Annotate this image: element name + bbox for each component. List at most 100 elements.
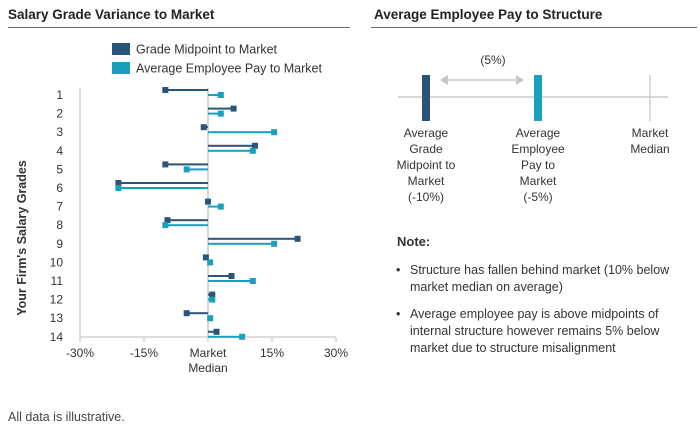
bar-end-marker-grade-3-midpoint — [200, 124, 207, 131]
bullet-icon: • — [396, 263, 401, 277]
structure-marker-label-line: Average — [516, 126, 561, 140]
x-tick-label: Market — [190, 346, 227, 360]
gap-arrow — [440, 75, 524, 85]
bar-grade-8-midpoint — [167, 219, 208, 222]
bar-grade-7-avg-pay — [208, 205, 221, 208]
y-tick-label-4: 4 — [56, 144, 63, 158]
bar-end-marker-grade-10-avg-pay — [207, 259, 214, 266]
left-title-rule — [8, 27, 350, 28]
bar-end-marker-grade-12-avg-pay — [209, 296, 216, 303]
structure-marker-label-line: Market — [408, 174, 445, 188]
structure-marker-label-line: (-5%) — [523, 190, 552, 204]
bar-end-marker-grade-5-avg-pay — [183, 166, 190, 173]
left-panel-title: Salary Grade Variance to Market — [8, 7, 215, 22]
bar-end-marker-grade-12-midpoint — [209, 291, 216, 298]
bar-end-marker-grade-7-avg-pay — [217, 203, 224, 210]
footnote: All data is illustrative. — [8, 410, 125, 424]
y-tick-label-1: 1 — [56, 88, 63, 102]
bar-end-marker-grade-8-midpoint — [164, 217, 171, 224]
x-tick-label: 30% — [324, 346, 348, 360]
bar-end-marker-grade-9-midpoint — [294, 235, 301, 242]
chart-legend: Grade Midpoint to Market Average Employee… — [112, 43, 323, 76]
bar-end-marker-grade-10-midpoint — [202, 254, 209, 261]
note-title: Note: — [397, 234, 431, 249]
y-tick-label-5: 5 — [56, 162, 63, 176]
note-text: Structure has fallen behind market (10% … — [410, 263, 670, 294]
bar-end-marker-grade-5-midpoint — [162, 161, 169, 168]
gap-arrow-right-head — [516, 75, 524, 85]
structure-marker-label-line: Pay to — [521, 158, 555, 172]
bar-end-marker-grade-7-midpoint — [205, 198, 211, 205]
diagram-markers: Average Grade Midpoint to Market (-10%) Avera… — [397, 75, 670, 204]
legend-label-2: Average Employee Pay to Market — [136, 62, 323, 76]
bar-grade-5-midpoint — [165, 163, 208, 166]
bar-grade-2-midpoint — [208, 107, 234, 110]
bar-end-marker-grade-2-midpoint — [230, 105, 237, 112]
structure-marker-label-line: Average — [404, 126, 449, 140]
note-text: Average employee pay is above midpoints … — [410, 307, 660, 355]
structure-marker-label-line: Market — [632, 126, 669, 140]
bar-end-marker-grade-11-avg-pay — [249, 278, 256, 284]
y-axis-label: Your Firm's Salary Grades — [15, 160, 29, 316]
bar-grade-14-avg-pay — [208, 335, 243, 338]
legend-label-1: Grade Midpoint to Market — [136, 43, 278, 57]
right-panel-title: Average Employee Pay to Structure — [374, 7, 603, 22]
bar-grade-9-midpoint — [208, 237, 298, 240]
structure-marker-label-line: Employee — [511, 142, 565, 156]
bar-grade-11-midpoint — [208, 275, 232, 277]
bar-end-marker-grade-11-midpoint — [228, 273, 235, 279]
bar-grade-11-avg-pay — [208, 280, 253, 282]
note-list: • Structure has fallen behind market (10… — [396, 262, 696, 367]
y-tick-label-13: 13 — [50, 311, 64, 325]
note-item: • Structure has fallen behind market (10… — [396, 262, 696, 296]
y-tick-label-10: 10 — [50, 255, 64, 269]
bar-end-marker-grade-3-avg-pay — [271, 129, 278, 136]
bar-grade-1-midpoint — [165, 89, 208, 91]
y-tick-label-11: 11 — [51, 274, 64, 288]
y-tick-label-8: 8 — [56, 218, 63, 232]
salary-variance-chart: Grade Midpoint to Market Average Employee… — [15, 43, 348, 376]
bar-grade-5-avg-pay — [186, 168, 208, 171]
bar-end-marker-grade-4-avg-pay — [249, 147, 256, 154]
bar-end-marker-grade-2-avg-pay — [217, 110, 224, 117]
bar-grade-1-avg-pay — [208, 94, 221, 96]
note-item: • Average employee pay is above midpoint… — [396, 306, 696, 357]
y-tick-label-12: 12 — [50, 293, 64, 307]
bar-grade-4-midpoint — [208, 144, 255, 147]
bar-end-marker-grade-6-avg-pay — [115, 185, 122, 191]
bullet-icon: • — [396, 307, 401, 321]
structure-marker-2 — [534, 75, 542, 121]
y-tick-label-7: 7 — [56, 200, 63, 214]
structure-marker-label-line: Market — [520, 174, 557, 188]
y-tick-label-3: 3 — [56, 125, 63, 139]
bar-grade-3-avg-pay — [208, 131, 275, 134]
bar-grade-2-avg-pay — [208, 112, 221, 115]
chart-axes — [79, 88, 337, 342]
structure-marker-label-line: Midpoint to — [397, 158, 456, 172]
bar-grade-6-midpoint — [118, 182, 208, 184]
chart-bars — [115, 87, 301, 340]
structure-marker-label-line: Grade — [409, 142, 443, 156]
bar-end-marker-grade-6-midpoint — [115, 180, 122, 186]
bar-grade-4-avg-pay — [208, 149, 253, 152]
gap-arrow-left-head — [440, 75, 448, 85]
bar-grade-6-avg-pay — [118, 187, 208, 189]
legend-swatch-1 — [112, 43, 130, 55]
bar-end-marker-grade-9-avg-pay — [271, 240, 278, 247]
x-tick-label: -15% — [130, 346, 158, 360]
bar-grade-8-avg-pay — [165, 224, 208, 227]
y-tick-label-2: 2 — [56, 107, 63, 121]
bar-grade-9-avg-pay — [208, 242, 275, 245]
right-title-rule — [371, 27, 697, 28]
x-tick-label: 15% — [260, 346, 284, 360]
bar-end-marker-grade-13-midpoint — [183, 310, 190, 317]
bar-grade-13-midpoint — [186, 312, 208, 315]
bar-end-marker-grade-14-midpoint — [213, 328, 220, 335]
bar-end-marker-grade-8-avg-pay — [162, 222, 169, 229]
bar-end-marker-grade-1-avg-pay — [217, 92, 224, 98]
y-tick-label-9: 9 — [56, 237, 63, 251]
bar-grade-14-midpoint — [208, 330, 217, 333]
legend-swatch-2 — [112, 62, 130, 74]
y-tick-label-6: 6 — [56, 181, 63, 195]
